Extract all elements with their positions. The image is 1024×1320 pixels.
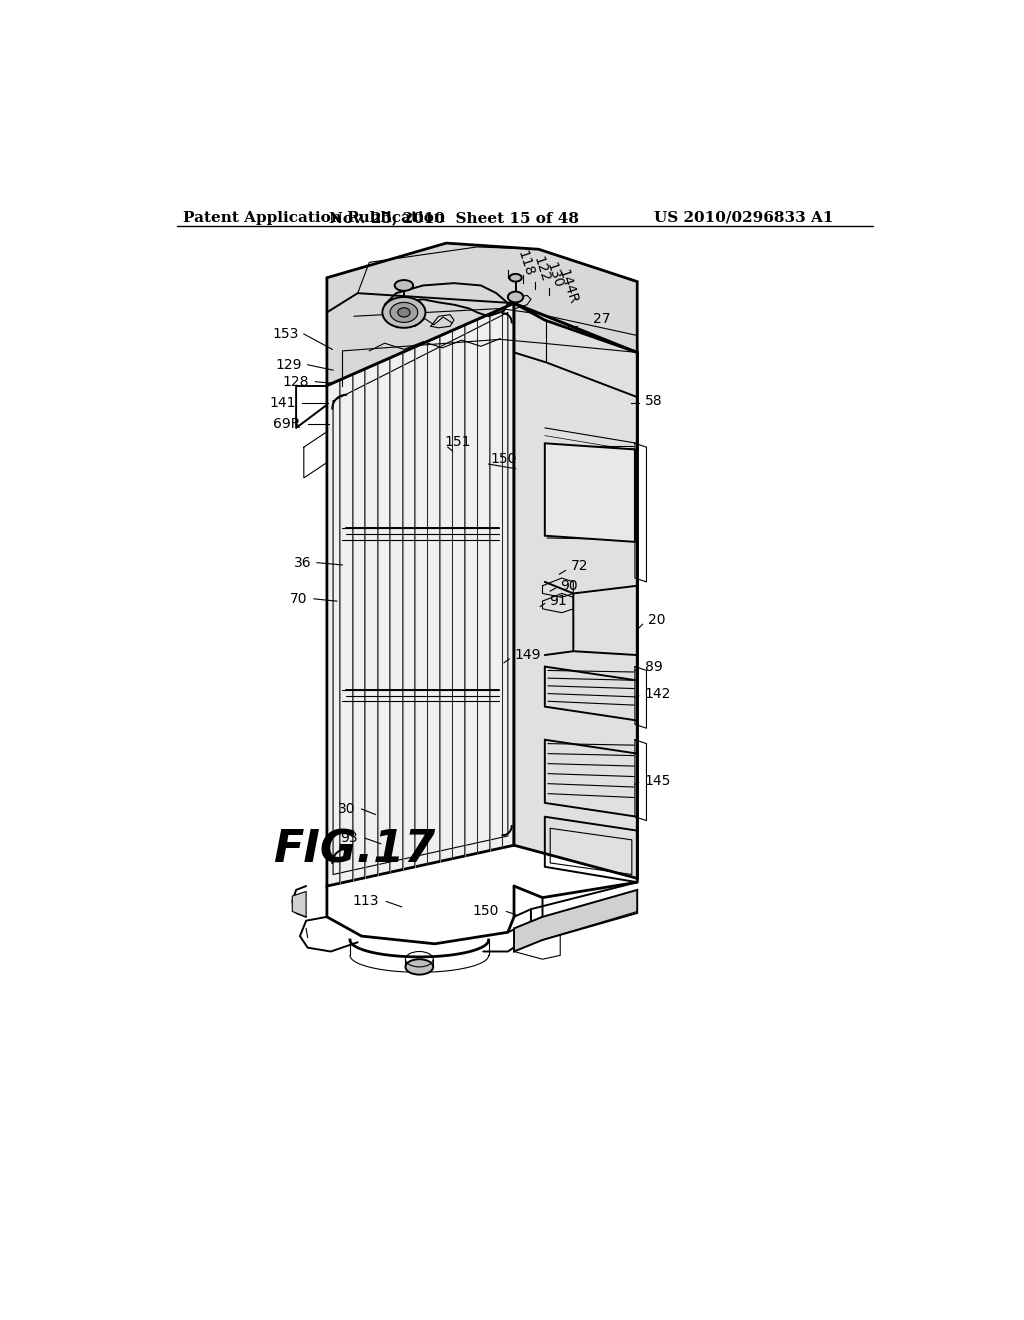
Text: 89: 89 <box>645 660 663 673</box>
Text: 90: 90 <box>560 578 578 593</box>
Polygon shape <box>327 304 514 886</box>
Text: 151: 151 <box>444 434 471 449</box>
Ellipse shape <box>382 297 425 327</box>
Text: 93: 93 <box>340 832 357 845</box>
Text: 122: 122 <box>530 255 552 284</box>
Polygon shape <box>292 891 306 917</box>
Polygon shape <box>327 243 637 385</box>
Text: 153: 153 <box>272 327 298 341</box>
Polygon shape <box>514 304 637 878</box>
Polygon shape <box>545 444 635 543</box>
Text: 27: 27 <box>593 312 610 326</box>
Text: 118: 118 <box>515 248 537 279</box>
Ellipse shape <box>390 302 418 322</box>
Text: 30: 30 <box>338 803 355 816</box>
Text: Nov. 25, 2010  Sheet 15 of 48: Nov. 25, 2010 Sheet 15 of 48 <box>329 211 579 224</box>
Polygon shape <box>514 890 637 952</box>
Text: 142: 142 <box>645 686 672 701</box>
Ellipse shape <box>397 308 410 317</box>
Text: 149: 149 <box>514 648 541 663</box>
Text: US 2010/0296833 A1: US 2010/0296833 A1 <box>654 211 834 224</box>
Text: FIG.17: FIG.17 <box>273 829 435 871</box>
Text: 128: 128 <box>283 375 309 388</box>
Ellipse shape <box>508 292 523 302</box>
Ellipse shape <box>394 280 413 290</box>
Text: 91: 91 <box>550 594 567 609</box>
Text: 141: 141 <box>269 396 296 411</box>
Text: 36: 36 <box>294 556 311 570</box>
Ellipse shape <box>509 275 521 281</box>
Text: 129: 129 <box>275 358 301 372</box>
Ellipse shape <box>406 960 433 974</box>
Text: 72: 72 <box>571 560 589 573</box>
Text: 144R: 144R <box>555 268 580 306</box>
Text: 145: 145 <box>645 774 672 788</box>
Text: 69R: 69R <box>272 417 300 432</box>
Text: 20: 20 <box>648 614 666 627</box>
Text: 130: 130 <box>544 260 565 289</box>
Text: 113: 113 <box>352 895 379 908</box>
Text: 70: 70 <box>290 591 307 606</box>
Text: 150: 150 <box>472 904 499 919</box>
Text: Patent Application Publication: Patent Application Publication <box>183 211 444 224</box>
Text: 150: 150 <box>490 451 517 466</box>
Text: 58: 58 <box>645 393 663 408</box>
